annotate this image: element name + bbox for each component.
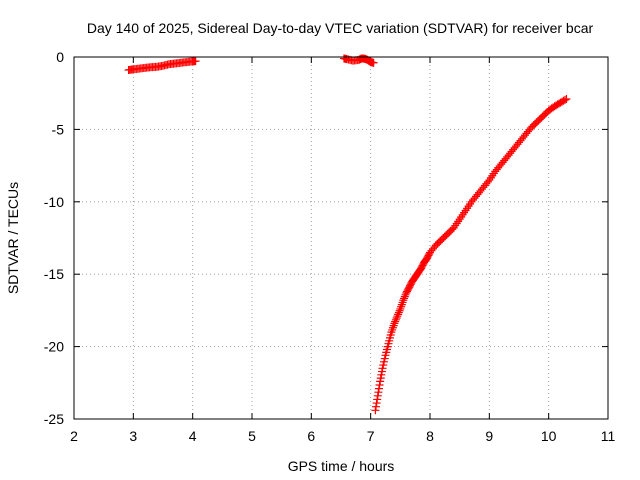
data-point xyxy=(191,57,200,66)
data-point xyxy=(391,317,400,326)
data-series xyxy=(124,57,200,75)
x-tick-label: 9 xyxy=(485,428,493,444)
data-point xyxy=(400,292,409,301)
data-point xyxy=(395,306,404,315)
x-tick-label: 6 xyxy=(307,428,315,444)
x-tick-label: 5 xyxy=(248,428,256,444)
data-point xyxy=(392,314,401,323)
data-point xyxy=(393,312,402,321)
x-tick-label: 8 xyxy=(426,428,434,444)
data-point xyxy=(369,58,378,67)
y-tick-label: -15 xyxy=(44,266,64,282)
x-tick-label: 11 xyxy=(601,428,616,444)
chart-title: Day 140 of 2025, Sidereal Day-to-day VTE… xyxy=(87,20,594,36)
y-tick-label: -25 xyxy=(44,411,64,427)
data-series xyxy=(339,54,378,67)
data-point xyxy=(391,315,400,324)
plot-frame xyxy=(73,56,609,420)
y-axis-label: SDTVAR / TECUs xyxy=(5,182,21,294)
data-point xyxy=(400,294,409,303)
x-tick-label: 7 xyxy=(367,428,375,444)
x-tick-label: 2 xyxy=(70,428,78,444)
data-point xyxy=(560,95,569,104)
data-point xyxy=(394,310,403,319)
data-point xyxy=(390,319,399,328)
y-tick-label: -10 xyxy=(44,194,64,210)
data-point xyxy=(394,308,403,317)
data-point xyxy=(399,296,408,305)
data-points xyxy=(124,54,571,415)
data-point xyxy=(562,94,571,103)
x-tick-label: 3 xyxy=(129,428,137,444)
y-tick-label: 0 xyxy=(56,49,64,65)
x-tick-label: 4 xyxy=(189,428,197,444)
axis-ticks: 2 3 4 5 6 7 8 9 10 11 0 -5 -10 -15 -20 -25 xyxy=(44,49,616,444)
x-tick-label: 10 xyxy=(541,428,557,444)
y-tick-label: -20 xyxy=(44,339,64,355)
grid xyxy=(74,57,608,419)
x-axis-label: GPS time / hours xyxy=(288,458,395,474)
data-series xyxy=(371,94,571,415)
y-tick-label: -5 xyxy=(52,121,65,137)
